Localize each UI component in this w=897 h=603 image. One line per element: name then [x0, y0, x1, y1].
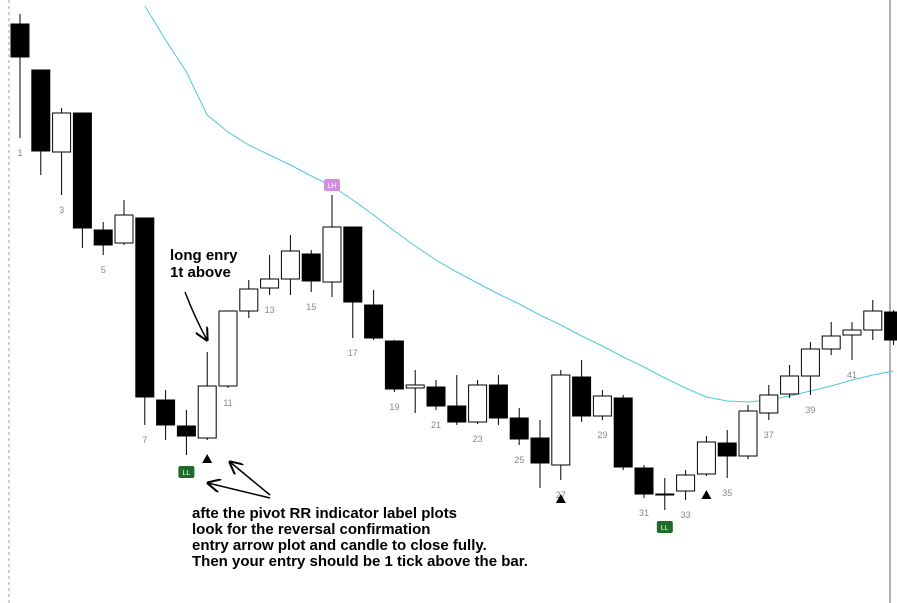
bar-number: 1 [17, 148, 22, 158]
candle-body [218, 310, 238, 387]
pivot-label: LH [328, 183, 337, 190]
entry-arrow [555, 494, 566, 503]
annotation: long enry [170, 247, 238, 264]
candle-body [884, 311, 897, 341]
candle-body [759, 394, 779, 414]
bar-number: 15 [306, 302, 316, 312]
bar-number: 21 [431, 420, 441, 430]
candle-body [655, 493, 675, 496]
bar-number: 13 [265, 305, 275, 315]
candle-body [821, 335, 841, 350]
pivot-label-box [178, 466, 195, 478]
entry-arrow [202, 454, 213, 463]
bar-number: 19 [389, 402, 399, 412]
candle-body [114, 214, 134, 244]
candle-body [156, 399, 176, 426]
pivot-label-box [324, 179, 340, 191]
candle-body [592, 395, 612, 417]
hand-arrow [208, 483, 271, 499]
bar-number: 25 [514, 455, 524, 465]
bar-number: 7 [142, 435, 147, 445]
bar-number: 29 [597, 430, 607, 440]
candle-body [176, 425, 196, 437]
candle-body [301, 253, 321, 282]
candle-body [52, 112, 72, 153]
annotation: 1t above [170, 264, 231, 281]
plot-area: 1357911131517192123252729313335373941LHL… [10, 5, 897, 533]
bar-number: 11 [223, 398, 232, 408]
annotation: afte the pivot RR indicator label plots [192, 505, 457, 522]
pivot-label-box [656, 521, 673, 533]
candle-body [135, 217, 155, 398]
candle-body [572, 376, 592, 417]
candle-body [842, 329, 862, 336]
candle-body [738, 410, 758, 457]
candle-body [197, 385, 217, 439]
bar-number: 23 [473, 434, 483, 444]
bar-number: 35 [722, 488, 732, 498]
candle-body [551, 374, 571, 466]
candle-body [31, 69, 51, 152]
candle-body [468, 384, 488, 423]
candle-body [447, 405, 467, 423]
candle-body [426, 386, 446, 407]
annotation: look for the reversal confirmation [192, 521, 430, 538]
candle-body [322, 226, 342, 283]
bar-number: 31 [639, 508, 649, 518]
candle-body [239, 288, 259, 312]
bar-number: 33 [681, 510, 691, 520]
annotation: entry arrow plot and candle to close ful… [192, 537, 487, 554]
candle-body [72, 112, 92, 229]
bar-number: 17 [348, 348, 358, 358]
candle-body [405, 384, 425, 389]
candle-body [93, 229, 113, 246]
bar-number: 3 [59, 205, 64, 215]
bar-number: 41 [847, 370, 857, 380]
annotation: Then your entry should be 1 tick above t… [192, 553, 528, 570]
candle-body [696, 441, 716, 475]
bar-number: 39 [805, 405, 815, 415]
candle-body [800, 348, 820, 377]
pivot-label: LL [183, 470, 191, 477]
candle-body [10, 23, 30, 58]
candle-body [384, 340, 404, 390]
candle-body [280, 250, 300, 280]
candle-body [717, 442, 737, 457]
candle-body [343, 226, 363, 303]
candle-body [863, 310, 883, 331]
candle-body [488, 384, 508, 419]
candle-body [530, 437, 550, 464]
bar-number: 37 [764, 430, 774, 440]
candle-body [364, 304, 384, 339]
candle-body [780, 375, 800, 395]
bar-number: 5 [101, 265, 106, 275]
candle-body [634, 467, 654, 495]
candle-body [676, 474, 696, 492]
candle-body [260, 278, 280, 289]
hand-arrow [184, 291, 207, 340]
candle-body [613, 397, 633, 468]
hand-arrow [230, 462, 271, 496]
entry-arrow [701, 490, 712, 499]
pivot-label: LL [661, 525, 669, 532]
candle-body [509, 417, 529, 440]
